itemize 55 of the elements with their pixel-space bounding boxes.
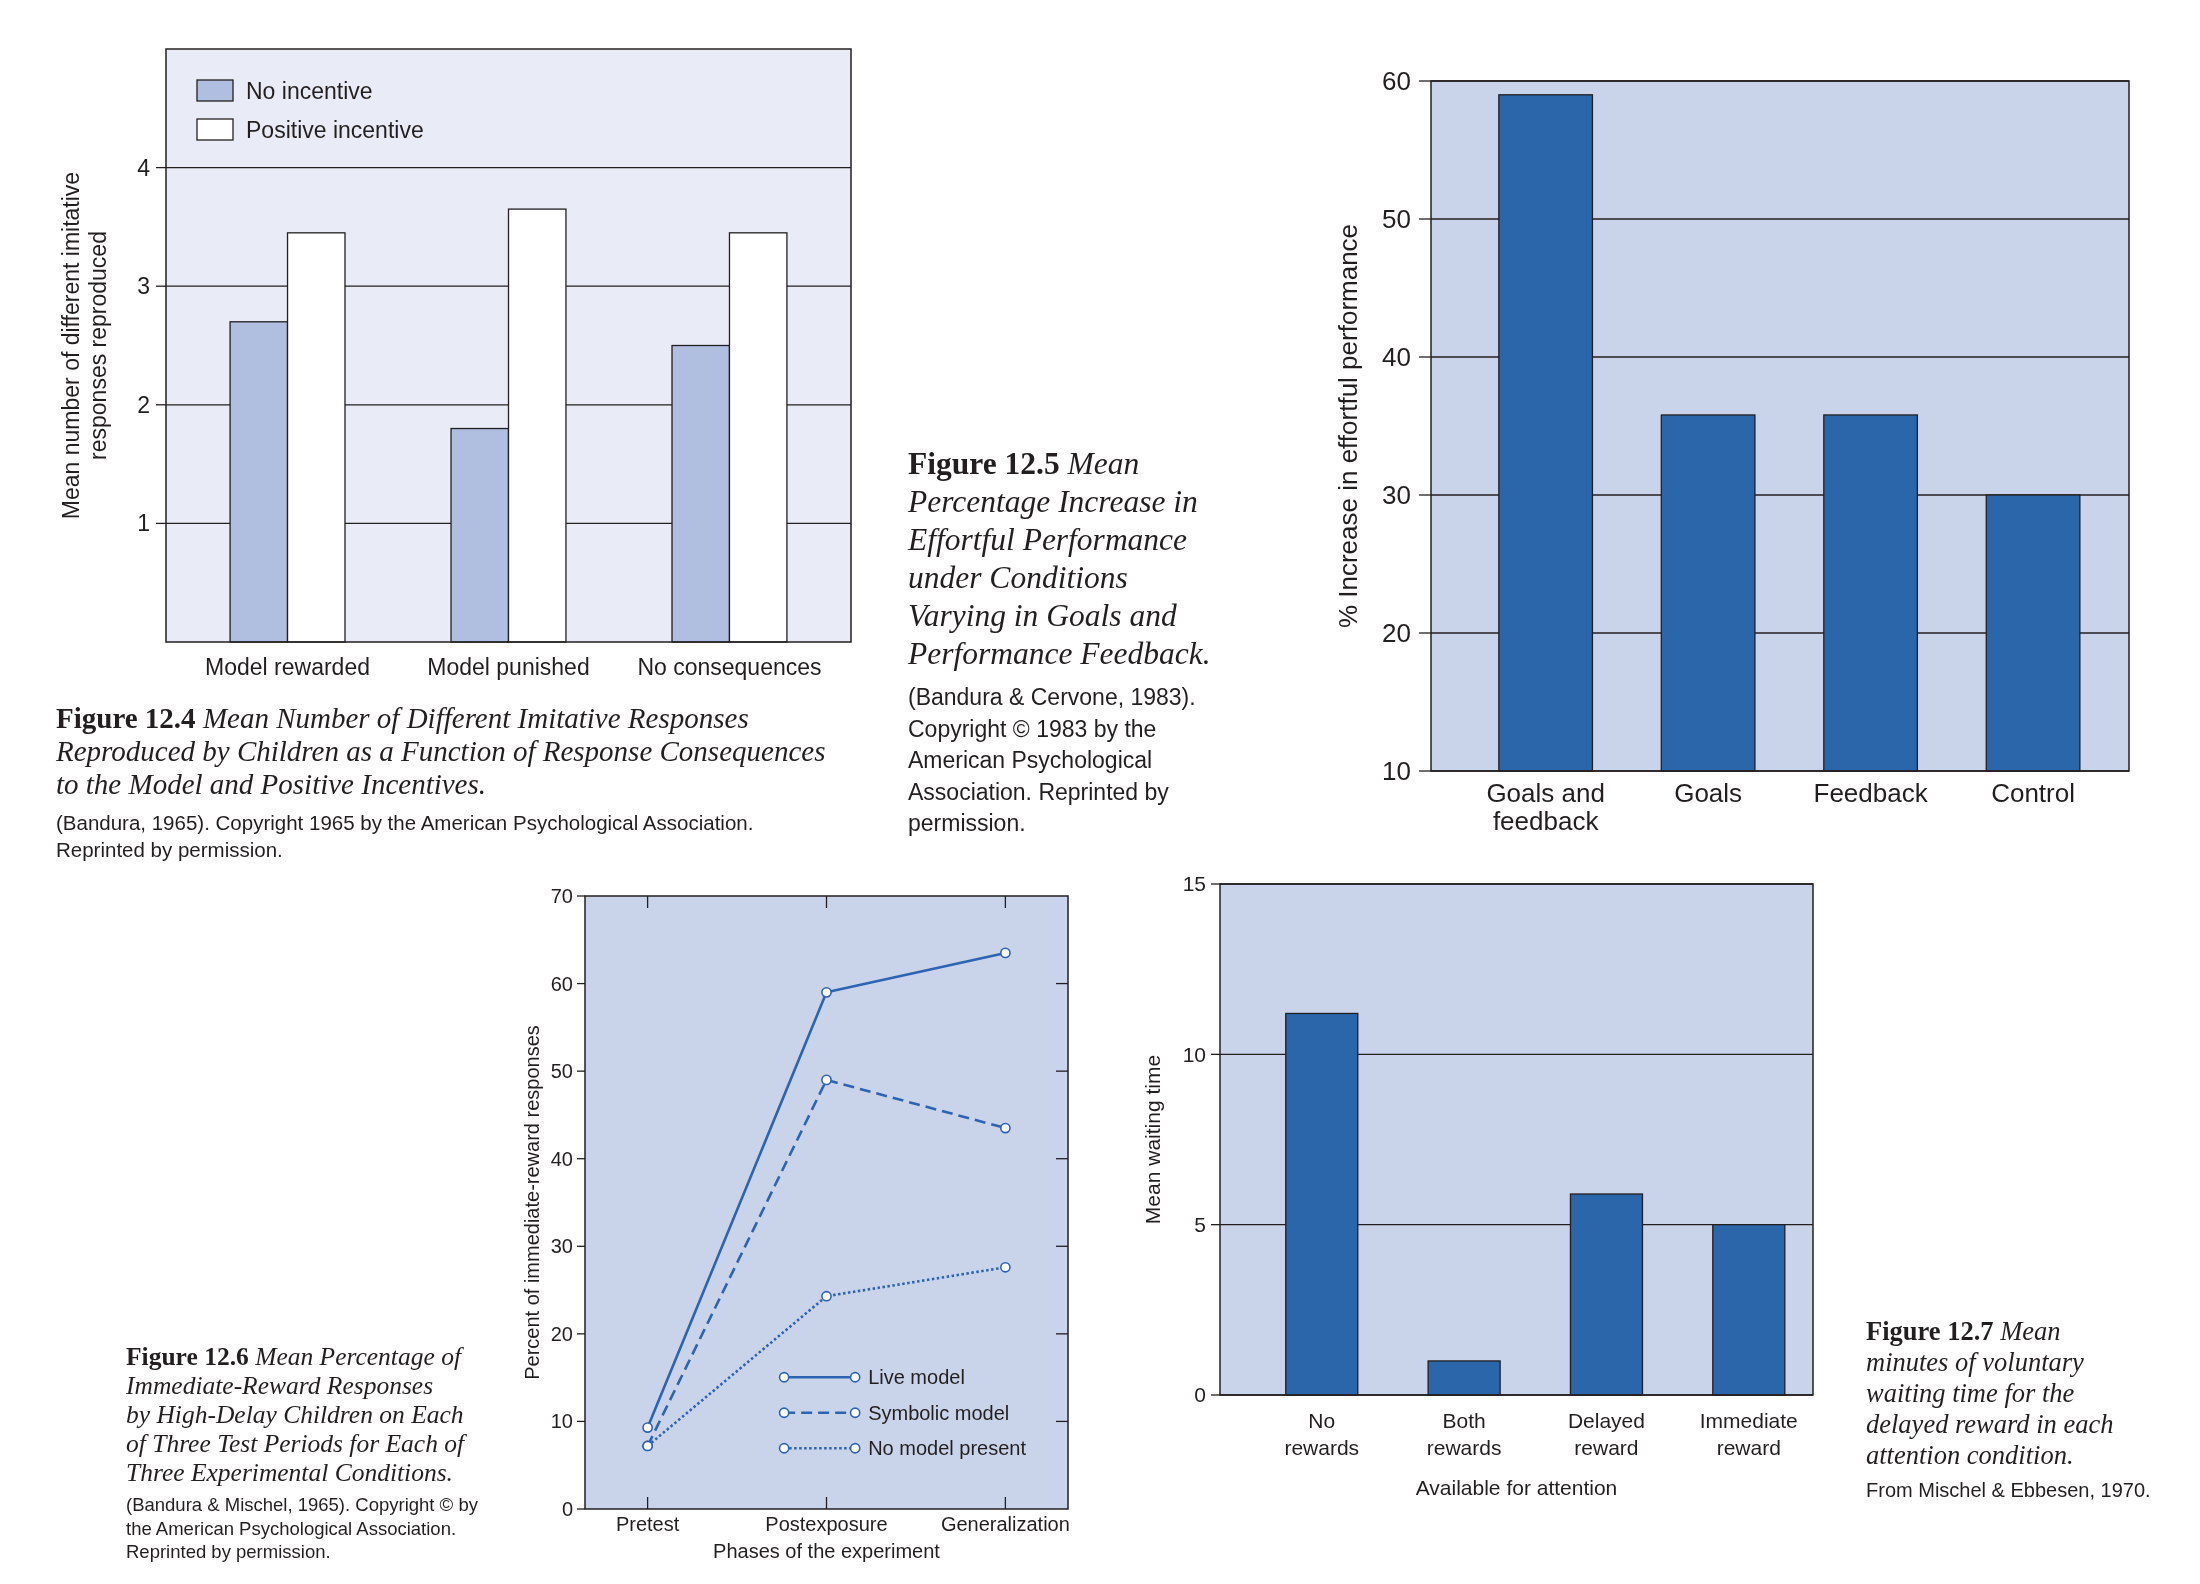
x-tick-label: Control bbox=[1991, 778, 2075, 808]
x-tick-label: Goals and feedback bbox=[1486, 778, 1605, 836]
y-tick-label: 10 bbox=[550, 1410, 573, 1433]
x-tick-label: Delayed reward bbox=[1567, 1409, 1645, 1459]
x-tick-label: Both rewards bbox=[1426, 1409, 1502, 1459]
y-tick-label: 0 bbox=[1194, 1383, 1206, 1407]
y-tick-label: 50 bbox=[550, 1060, 573, 1083]
legend-label: Live model bbox=[868, 1366, 965, 1389]
y-tick-label: 2 bbox=[137, 391, 150, 418]
text: From Mischel & Ebbesen, 1970. bbox=[1866, 1479, 2151, 1501]
y-tick-label: 20 bbox=[550, 1322, 573, 1345]
y-tick-label: 5 bbox=[1194, 1213, 1206, 1237]
x-tick-label: Postexposure bbox=[765, 1513, 888, 1535]
y-tick-label: 10 bbox=[1382, 756, 1411, 787]
y-tick-label: 4 bbox=[137, 154, 151, 181]
x-tick-label: No consequences bbox=[637, 654, 822, 680]
y-axis-title: Percent of immediate-reward responses bbox=[521, 1025, 543, 1380]
x-tick-label: Immediate reward bbox=[1699, 1409, 1798, 1459]
y-tick-label: 10 bbox=[1182, 1042, 1206, 1066]
y-axis-title: % Increase in effortful performance bbox=[1333, 223, 1363, 629]
x-tick-label: Feedback bbox=[1813, 778, 1929, 808]
y-tick-label: 40 bbox=[550, 1147, 573, 1170]
x-tick-label: Generalization bbox=[940, 1513, 1070, 1535]
y-tick-label: 70 bbox=[550, 885, 573, 907]
y-tick-label: 15 bbox=[1182, 872, 1206, 896]
y-tick-label: 40 bbox=[1382, 342, 1411, 373]
legend-label: No model present bbox=[868, 1437, 1027, 1460]
caption: Figure 12.7 Mean minutes of voluntary waiting time for the delayed reward in each attention condition. bbox=[1866, 1316, 2114, 1470]
y-axis-title: Mean number of different imitative responses reproduced bbox=[58, 171, 111, 520]
y-axis-title: Mean waiting time bbox=[1141, 1054, 1164, 1225]
legend-label: Symbolic model bbox=[868, 1401, 1010, 1424]
text: (Bandura & Mischel, 1965). Copyright © by the American Psychological Association. Reprinted by permission. bbox=[126, 1494, 479, 1562]
x-axis-title: Phases of the experiment bbox=[713, 1540, 941, 1562]
legend-label: No incentive bbox=[246, 77, 373, 104]
text: (Bandura & Cervone, 1983). Copyright © 1983 by the American Psychological Association. Reprinted by permission. bbox=[908, 684, 1196, 836]
legend-label: Positive incentive bbox=[246, 116, 424, 143]
y-tick-label: 50 bbox=[1382, 204, 1411, 235]
x-axis-title: Available for attention bbox=[1415, 1476, 1618, 1499]
y-tick-label: 1 bbox=[137, 510, 150, 537]
x-tick-label: Goals bbox=[1674, 778, 1743, 808]
text: (Bandura, 1965). Copyright 1965 by the American Psychological Association. Reprinted by permission. bbox=[56, 811, 754, 861]
y-tick-label: 60 bbox=[550, 972, 573, 995]
caption: Figure 12.6 Mean Percentage of Immediate-Reward Responses by High-Delay Children on Each of Three Test Periods for Each of Three Experimental Conditions. bbox=[125, 1342, 469, 1487]
x-tick-label: No rewards bbox=[1284, 1409, 1360, 1459]
y-tick-label: 0 bbox=[561, 1498, 573, 1520]
y-tick-label: 30 bbox=[1382, 480, 1411, 511]
x-tick-label: Model punished bbox=[427, 654, 590, 680]
x-tick-label: Model rewarded bbox=[205, 654, 370, 680]
x-tick-label: Pretest bbox=[615, 1513, 680, 1535]
y-tick-label: 30 bbox=[550, 1235, 573, 1258]
y-tick-label: 3 bbox=[137, 273, 150, 300]
y-tick-label: 60 bbox=[1382, 66, 1411, 97]
caption: Figure 12.4 Mean Number of Different Imitative Responses Reproduced by Children as a Function of Response Consequences to the Model and Positive Incentives. bbox=[55, 702, 826, 800]
y-tick-label: 20 bbox=[1382, 618, 1411, 649]
caption: Figure 12.5 Mean Percentage Increase in Effortful Performance under Conditions Varying in Goals and Performance Feedback. bbox=[907, 446, 1211, 671]
